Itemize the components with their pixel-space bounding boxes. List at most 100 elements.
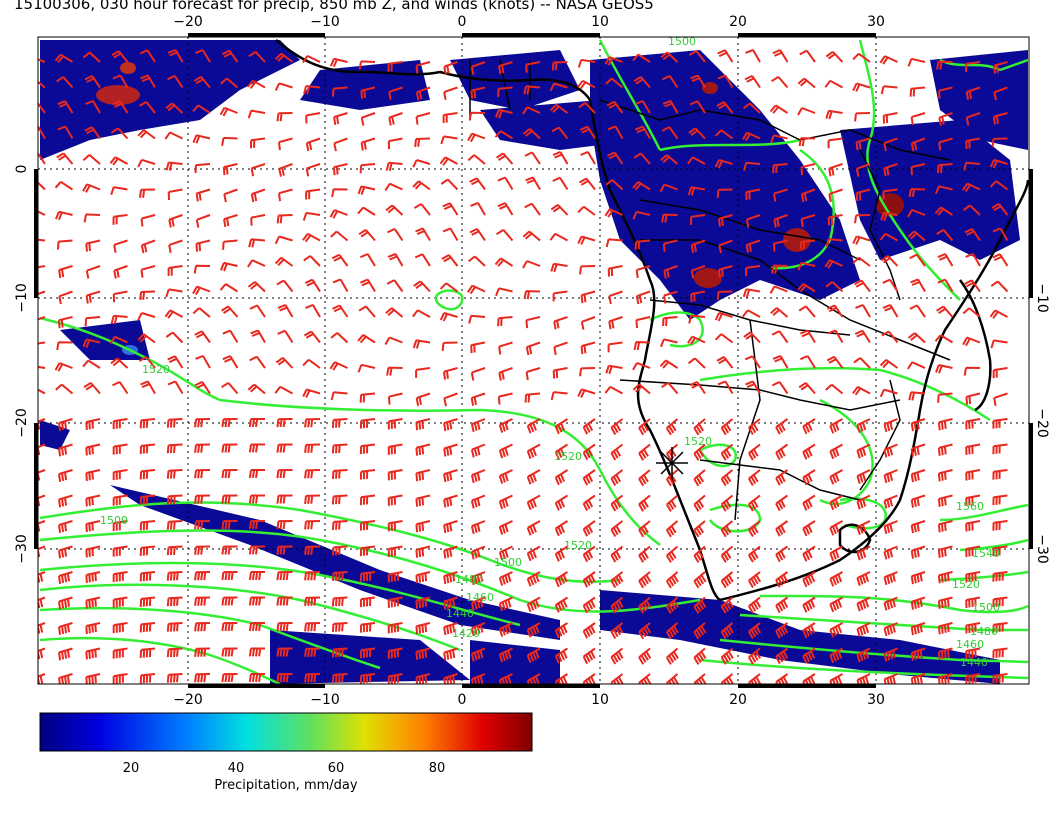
wind-barb [907, 332, 926, 344]
wind-barb [554, 494, 569, 511]
wind-barb [385, 161, 403, 172]
wind-barb [690, 214, 706, 225]
wind-barb [772, 354, 789, 369]
wind-barb [693, 469, 706, 487]
wind-barb [469, 177, 486, 191]
wind-barb [359, 545, 376, 557]
wind-barb [166, 443, 183, 454]
wind-barb [415, 227, 431, 242]
wind-barb [359, 392, 376, 403]
wind-barb [112, 381, 129, 395]
wind-barb [883, 163, 898, 177]
wind-barb [798, 137, 816, 147]
colorbar-label: Precipitation, mm/day [214, 778, 357, 793]
wind-barb [748, 469, 761, 487]
wind-barb [166, 520, 183, 530]
wind-barb [718, 265, 733, 278]
wind-barb [554, 469, 569, 486]
wind-barb [690, 239, 706, 253]
wind-barb [659, 338, 678, 348]
wind-barb [222, 355, 239, 369]
wind-barb [137, 129, 156, 140]
wind-barb [989, 180, 1009, 191]
wind-barb [85, 520, 101, 532]
wind-barb [139, 469, 156, 480]
wind-barb [85, 265, 101, 279]
wind-barb [852, 82, 871, 92]
wind-barb [387, 647, 403, 659]
wind-barb [965, 596, 981, 609]
wind-barb [934, 185, 953, 195]
wind-barb [137, 312, 156, 321]
wind-barb [610, 545, 624, 563]
wind-barb [993, 61, 1008, 74]
wind-barb [522, 128, 541, 140]
wind-barb [412, 180, 431, 191]
wind-barb [470, 201, 486, 216]
wind-barb [468, 314, 486, 324]
wind-barb [879, 55, 898, 65]
wind-barb [58, 418, 73, 431]
wind-barb [443, 392, 458, 407]
wind-barb [109, 335, 128, 344]
contour-label: 1520 [952, 578, 980, 591]
wind-barb [610, 494, 624, 512]
wind-barb [879, 388, 898, 398]
wind-barb [937, 278, 954, 293]
wind-barb [772, 163, 788, 174]
wind-barb [497, 316, 513, 327]
wind-barb [274, 385, 293, 395]
wind-barb [329, 361, 348, 371]
wind-barb [659, 359, 679, 369]
wind-barb [937, 443, 953, 456]
wind-barb [662, 75, 679, 89]
wind-barb [582, 545, 596, 563]
wind-barb [359, 418, 376, 429]
wind-barb [604, 385, 623, 395]
wind-barb [498, 341, 513, 355]
wind-barb [221, 545, 238, 555]
wind-barb [110, 314, 128, 325]
wind-barb [610, 596, 624, 614]
wind-barb [359, 596, 376, 608]
wind-barb [638, 469, 651, 487]
wind-barb [302, 54, 321, 64]
wind-barb [883, 443, 898, 458]
wind-barb [771, 264, 788, 274]
wind-barb [222, 329, 239, 344]
wind-barb [965, 252, 981, 267]
wind-barb [85, 494, 101, 507]
wind-barb [883, 418, 898, 433]
wind-barb [359, 520, 376, 531]
wind-barb [687, 357, 706, 369]
wind-barb [662, 239, 678, 252]
wind-barb [139, 571, 156, 582]
wind-barb [856, 571, 871, 586]
wind-barb [693, 571, 707, 589]
wind-barb [937, 392, 953, 403]
wind-barb [855, 303, 871, 318]
wind-barb [720, 545, 734, 563]
wind-barb [498, 418, 513, 433]
wind-barb [610, 647, 624, 665]
wind-barb [112, 545, 128, 557]
wind-barb [989, 309, 1008, 319]
wind-barb [716, 188, 733, 199]
wind-barb [693, 443, 706, 461]
wind-barb [85, 596, 101, 609]
wind-barb [962, 307, 981, 318]
wind-barb [802, 622, 816, 639]
wind-barb [907, 230, 926, 242]
wind-barb [690, 290, 706, 303]
wind-barb [665, 418, 679, 436]
wind-barb [331, 520, 348, 530]
wind-barb [880, 254, 899, 267]
wind-barb [665, 647, 679, 665]
wind-barb [937, 469, 953, 482]
contour-label: 1460 [956, 638, 984, 651]
wind-barb [937, 545, 953, 558]
wind-barb [742, 131, 761, 142]
wind-barb [551, 126, 569, 140]
wind-barb [498, 647, 513, 663]
wind-barb [693, 647, 707, 665]
